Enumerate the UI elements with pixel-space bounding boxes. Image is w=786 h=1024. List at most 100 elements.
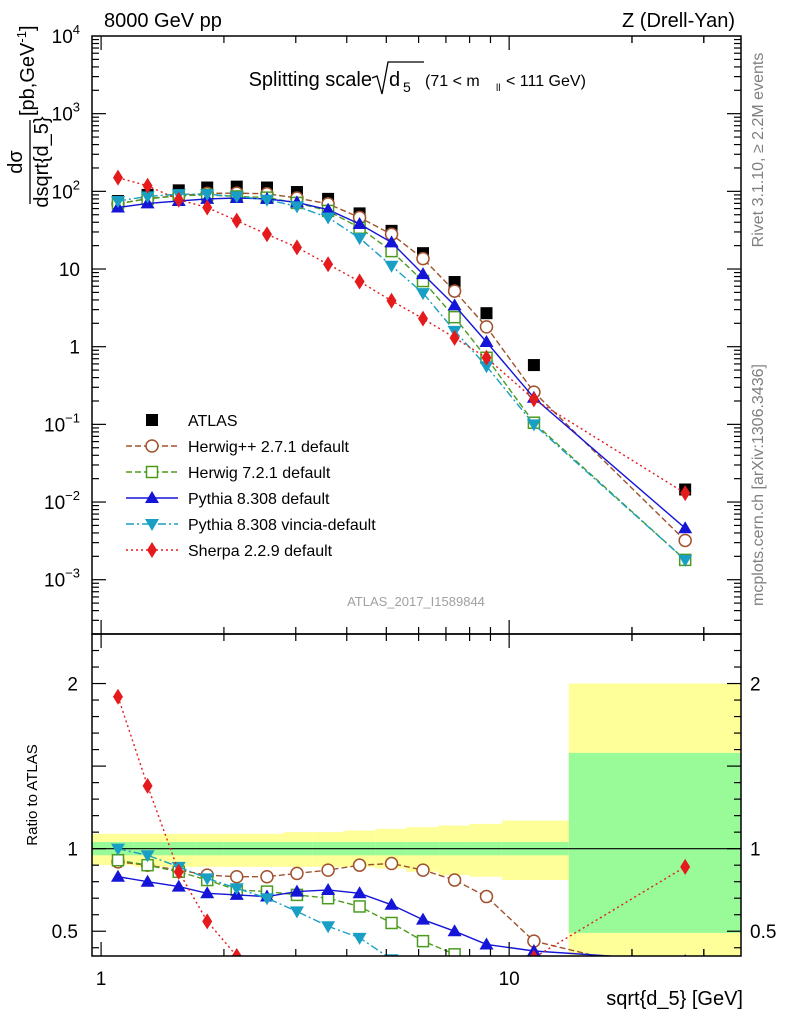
y-tick-base: 1: [69, 338, 80, 359]
ratio-point-sherpa: [173, 863, 184, 880]
y-tick-label: 103: [52, 100, 80, 126]
ratio-series-layer: [110, 688, 691, 1004]
ratio-point-pythia: [447, 924, 462, 937]
y-tick-exp: 4: [73, 22, 80, 37]
ratio-point-herwigpp: [352, 858, 367, 872]
y-tick-label: 1: [69, 338, 80, 359]
legend: ATLAS Herwig++ 2.7.1 default Herwig 7.2.1 …: [126, 413, 376, 560]
main-title-prefix: Splitting scale: [249, 69, 372, 91]
data-point-sherpa: [528, 391, 539, 408]
data-point-vincia: [110, 196, 125, 209]
ratio-point-sherpa: [355, 986, 365, 1002]
ratio-point-herwigpp: [416, 863, 430, 877]
data-point-pythia: [321, 202, 336, 215]
ratio-point-sherpa: [418, 983, 428, 999]
ratio-y-tick-label-right: 0.5: [750, 922, 776, 943]
legend-marker-vincia: [145, 519, 159, 531]
ratio-point-herwigpp: [260, 869, 274, 884]
data-point-sherpa: [173, 191, 184, 208]
y-tick-label: 10−2: [44, 488, 80, 514]
main-title-cut-open: (71 < m: [425, 73, 480, 90]
ratio-point-vincia: [416, 969, 430, 981]
data-point-herwigpp: [416, 251, 430, 266]
legend-label-herwigpp: Herwig++ 2.7.1 default: [188, 439, 350, 456]
y-tick-exp: −1: [65, 410, 80, 425]
y-label-units-base: [pb,GeV: [17, 42, 39, 116]
data-point-sherpa: [142, 177, 153, 194]
main-series-layer: [110, 169, 693, 567]
y-label-denominator: dsqrt{d_5}: [31, 116, 53, 208]
ratio-point-herwigpp: [679, 971, 691, 983]
y-tick-exp: 3: [73, 100, 80, 115]
y-tick-base: 10: [52, 182, 73, 203]
ratio-y-tick-label: 1: [67, 840, 78, 861]
data-point-sherpa: [417, 310, 428, 327]
ratio-point-vincia: [229, 883, 244, 896]
data-point-herwigpp: [447, 284, 462, 298]
legend-marker-sherpa: [147, 542, 157, 558]
ratio-point-herwig7: [416, 934, 430, 948]
y-tick-exp: −3: [65, 566, 80, 581]
data-point-sherpa: [202, 199, 213, 216]
ratio-point-vincia: [527, 984, 541, 996]
data-point-sherpa: [680, 485, 691, 502]
data-point-pythia: [352, 216, 367, 229]
ratio-point-sherpa: [323, 983, 333, 999]
data-point-pythia: [678, 521, 693, 534]
data-point-pythia: [447, 298, 462, 311]
rivet-version-label: Rivet 3.1.10, ≥ 2.2M events: [750, 53, 767, 248]
ratio-point-sherpa: [387, 988, 397, 1004]
legend-marker-herwig7: [145, 465, 159, 479]
legend-marker-atlas: [146, 414, 158, 426]
ratio-point-sherpa: [262, 965, 272, 981]
data-point-sherpa: [112, 169, 123, 186]
ratio-point-pythia: [415, 912, 430, 925]
x-axis-label: sqrt{d_5} [GeV]: [606, 988, 743, 1010]
mcplots-label: mcplots.cern.ch [arXiv:1306.3436]: [750, 364, 767, 606]
ratio-point-herwig7: [481, 964, 492, 975]
data-point-vincia: [200, 189, 215, 202]
ratio-point-herwig7: [528, 979, 539, 990]
data-point-vincia: [289, 201, 304, 214]
x-tick-label: 1: [96, 969, 107, 990]
y-tick-base: 10: [52, 27, 73, 48]
ratio-point-herwigpp: [229, 869, 244, 884]
data-point-sherpa: [386, 292, 397, 309]
ratio-point-vincia: [289, 906, 304, 919]
ratio-point-herwig7: [448, 948, 461, 956]
ratio-point-sherpa: [142, 777, 153, 794]
ratio-y-tick-label: 0.5: [52, 922, 78, 943]
ratio-point-pythia: [110, 869, 125, 882]
ratio-point-vincia: [352, 932, 367, 945]
y-tick-label: 10: [59, 260, 80, 281]
legend-label-pythia: Pythia 8.308 default: [188, 491, 330, 508]
data-point-sherpa: [261, 226, 272, 243]
data-point-atlas: [527, 359, 540, 372]
ratio-point-vincia: [479, 979, 493, 991]
y-tick-label: 10−1: [44, 410, 80, 436]
y-tick-exp: −2: [65, 488, 80, 503]
ratio-point-vincia: [321, 921, 336, 934]
ratio-point-herwig7: [385, 916, 398, 930]
header-energy-label: 8000 GeV pp: [104, 10, 222, 32]
ratio-point-vincia: [200, 873, 215, 886]
ratio-point-herwigpp: [290, 866, 304, 881]
data-point-vincia: [140, 191, 155, 204]
main-title-subscript: 5: [403, 79, 411, 95]
y-tick-base: 10: [44, 571, 65, 592]
ratio-point-vincia: [448, 976, 462, 988]
main-title-cut-close: < 111 GeV): [506, 73, 586, 90]
data-point-pythia: [384, 235, 399, 248]
ratio-point-sherpa: [450, 978, 460, 994]
data-point-sherpa: [449, 329, 460, 346]
ratio-point-vincia: [110, 843, 125, 856]
y-label-units-close: ]: [17, 25, 39, 31]
y-tick-label: 104: [52, 22, 80, 48]
ratio-point-pythia: [289, 884, 304, 897]
legend-marker-herwigpp: [145, 439, 159, 453]
data-point-vincia: [384, 260, 399, 273]
data-point-vincia: [678, 554, 693, 567]
legend-marker-pythia: [145, 491, 159, 503]
